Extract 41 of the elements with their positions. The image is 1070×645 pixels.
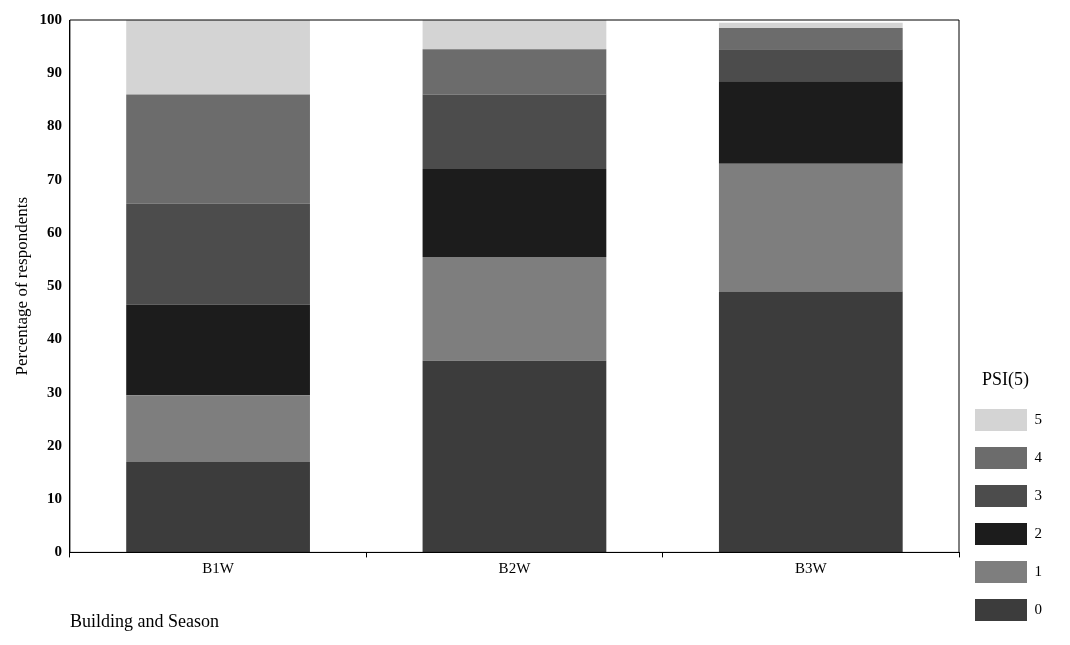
bar	[718, 291, 903, 553]
bar	[126, 94, 310, 204]
bar	[126, 203, 310, 305]
y-tick-label: 10	[46, 490, 62, 507]
bar	[422, 49, 607, 95]
bar	[718, 49, 903, 82]
y-tick-label: 40	[46, 330, 62, 347]
bar	[422, 20, 607, 50]
bar	[422, 360, 607, 553]
legend-label: 5	[1034, 410, 1042, 427]
bar	[718, 163, 903, 292]
bar	[718, 27, 903, 50]
bar	[126, 461, 310, 553]
x-tick-label: B2W	[498, 560, 532, 577]
bar	[718, 81, 903, 164]
bar	[126, 304, 310, 396]
y-tick-label: 0	[54, 543, 62, 560]
x-axis-title: Building and Season	[69, 610, 219, 631]
legend-title: PSI(5)	[981, 369, 1030, 391]
y-tick-label: 60	[46, 223, 62, 240]
y-tick-label: 50	[46, 277, 62, 294]
legend-label: 3	[1034, 486, 1042, 503]
bar	[126, 395, 310, 462]
legend-label: 1	[1034, 562, 1042, 579]
y-axis-title: Percentage of respondents	[11, 196, 31, 376]
x-tick-label: B3W	[794, 560, 828, 577]
bar	[718, 22, 903, 28]
legend-label: 2	[1034, 524, 1042, 541]
bar	[422, 94, 607, 170]
y-tick-label: 100	[39, 10, 62, 27]
y-tick-label: 90	[46, 64, 62, 81]
bar	[126, 20, 310, 95]
y-tick-label: 20	[46, 436, 62, 453]
legend-label: 0	[1034, 600, 1042, 617]
y-tick-label: 70	[46, 170, 62, 187]
y-tick-label: 30	[46, 383, 62, 400]
bar	[422, 169, 607, 257]
legend-label: 4	[1034, 448, 1043, 465]
y-tick-label: 80	[46, 117, 62, 134]
bar	[422, 256, 607, 361]
x-tick-label: B1W	[202, 560, 235, 577]
